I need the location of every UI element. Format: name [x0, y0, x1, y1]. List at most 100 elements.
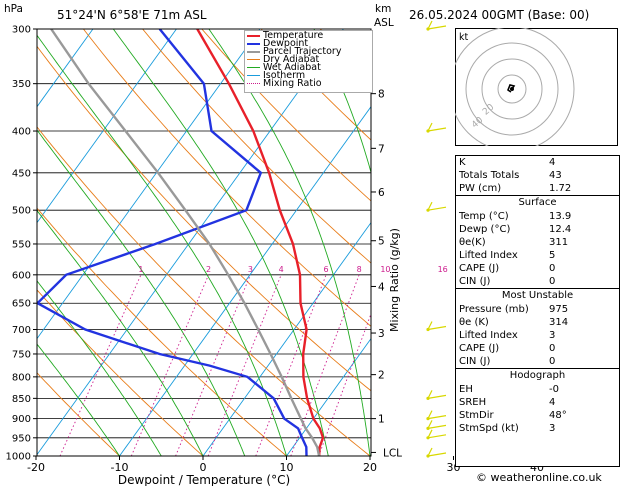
hodograph-ring — [481, 58, 543, 120]
mixing-ratio-line — [290, 274, 360, 456]
mixing-ratio-line — [130, 274, 209, 456]
surface-row: Lifted Index 5 — [459, 250, 556, 261]
mixing-ratio-label: 8 — [357, 265, 362, 274]
series-line-temperature — [196, 29, 325, 456]
legend-entry: Wet Adiabat — [263, 62, 321, 73]
series-line-parcel-trajectory — [50, 29, 321, 456]
pressure-tick-label: 800 — [12, 372, 31, 383]
isotherm — [621, 29, 629, 456]
legend-entry: Dry Adiabat — [263, 54, 320, 65]
wet-adiabat — [112, 29, 329, 456]
index-row: Totals Totals 43 — [459, 170, 562, 181]
isotherm — [0, 29, 9, 456]
wind-barb — [426, 429, 447, 440]
wind-barb — [426, 122, 447, 133]
wet-adiabat — [37, 34, 287, 456]
datetime-title: 26.05.2024 00GMT (Base: 00) — [409, 8, 590, 22]
hodograph-ring — [455, 28, 575, 146]
most-unstable-title: Most Unstable — [501, 290, 574, 301]
mixing-ratio-label: 6 — [324, 265, 329, 274]
asl-label: ASL — [374, 17, 394, 29]
surface-row: Temp (°C) 13.9 — [459, 211, 572, 222]
mixing-ratio-line — [255, 274, 327, 456]
km-tick-label: LCL — [383, 447, 402, 459]
pressure-tick-label: 550 — [12, 239, 31, 250]
hodo-row: SREH 4 — [459, 397, 556, 408]
most-unstable-section: Most Unstable Pressure (mb) 975 θe (K) 314… — [456, 288, 619, 368]
surface-row: θe(K) 311 — [459, 237, 569, 248]
x-axis-label: Dewpoint / Temperature (°C) — [118, 473, 290, 486]
legend: Temperature Dewpoint Parcel Trajectory Dry … — [244, 30, 373, 93]
hodo-row: StmSpd (kt) 3 — [459, 423, 556, 434]
hpa-label: hPa — [4, 3, 23, 15]
dry-adiabat — [37, 372, 120, 456]
km-tick-label: 4 — [378, 281, 385, 293]
hodograph-trace — [507, 84, 516, 93]
wet-adiabat — [37, 280, 162, 456]
hodograph-table-section: Hodograph EH -0 SREH 4 StmDir 48° StmSpd (k… — [456, 368, 619, 435]
pressure-tick-label: 900 — [12, 414, 31, 425]
dry-adiabat — [83, 29, 371, 327]
wet-adiabat — [37, 209, 204, 456]
wind-barb — [426, 447, 447, 458]
legend-swatch — [247, 59, 260, 60]
index-row: PW (cm) 1.72 — [459, 183, 572, 194]
surface-row: CAPE (J) 0 — [459, 263, 556, 274]
dry-adiabat — [142, 29, 371, 264]
x-tick-label: 10 — [280, 461, 294, 474]
mixing-ratio-label: 2 — [206, 265, 211, 274]
series-line-dewpoint — [37, 29, 308, 456]
isotherm — [119, 105, 371, 456]
km-tick-label: 8 — [378, 89, 385, 101]
hodograph: kt 20 40 — [455, 28, 618, 146]
pressure-tick-label: 850 — [12, 394, 31, 405]
mixing-ratio-line — [59, 274, 142, 456]
dry-adiabat — [37, 289, 204, 456]
surface-title: Surface — [518, 197, 557, 208]
mu-row: Lifted Index 3 — [459, 330, 556, 341]
mixing-ratio-label: 1 — [138, 265, 143, 274]
km-tick-label: 1 — [378, 414, 385, 426]
hodograph-storm-motion — [510, 87, 514, 91]
mixing-ratio-label: 3 — [248, 265, 253, 274]
plot-area — [0, 29, 629, 456]
wind-barb — [426, 201, 447, 212]
legend-entry: Mixing Ratio — [263, 78, 322, 89]
mu-row: CAPE (J) 0 — [459, 343, 556, 354]
wind-barb — [426, 321, 447, 332]
wind-barb — [426, 420, 447, 430]
pressure-tick-label: 450 — [12, 168, 31, 179]
pressure-tick-label: 750 — [12, 349, 31, 360]
dry-adiabat — [37, 126, 371, 456]
pressure-tick-label: 950 — [12, 433, 31, 444]
isotherm — [37, 29, 261, 340]
legend-swatch — [247, 75, 260, 76]
mu-row: θe (K) 314 — [459, 317, 569, 328]
pressure-tick-label: 300 — [12, 25, 31, 36]
wet-adiabat — [313, 29, 371, 175]
mixing-ratio-line — [175, 274, 251, 456]
isotherm — [286, 337, 371, 456]
wind-barb — [426, 390, 447, 400]
dry-adiabat — [37, 207, 287, 456]
mixing-ratio-label: 4 — [279, 265, 284, 274]
legend-entry: Parcel Trajectory — [263, 46, 342, 57]
wet-adiabat — [414, 29, 453, 456]
pressure-tick-label: 1000 — [6, 452, 31, 463]
legend-swatch — [247, 35, 260, 37]
wind-barb — [426, 410, 447, 421]
surface-row: CIN (J) 0 — [459, 276, 556, 287]
isotherm — [37, 29, 344, 456]
mixing-ratio-axis-label: Mixing Ratio (g/kg) — [388, 228, 401, 332]
pressure-tick-label: 500 — [12, 206, 31, 217]
wet-adiabat — [37, 129, 246, 456]
copyright: © weatheronline.co.uk — [476, 471, 602, 484]
wet-adiabat — [37, 343, 120, 456]
legend-swatch — [247, 67, 260, 68]
km-tick-label: 2 — [378, 370, 385, 382]
hodograph-ring — [497, 74, 527, 104]
dry-adiabat — [201, 29, 371, 202]
mixing-ratio-label: 10 — [380, 265, 390, 274]
